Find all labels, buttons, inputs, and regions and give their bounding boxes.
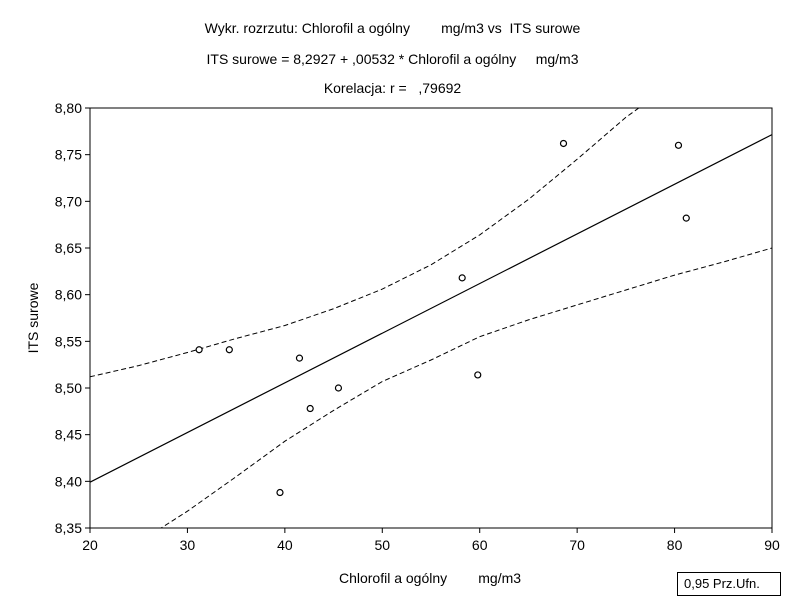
x-axis-label: Chlorofil a ogólny mg/m3 (339, 570, 521, 586)
x-tick-label: 80 (667, 537, 683, 553)
data-point (335, 385, 341, 391)
y-tick-label: 8,65 (55, 240, 82, 256)
data-point (561, 140, 567, 146)
data-point (277, 490, 283, 496)
data-point (475, 372, 481, 378)
regression-line (90, 135, 772, 483)
y-tick-label: 8,80 (55, 100, 82, 116)
y-tick-label: 8,55 (55, 333, 82, 349)
data-point (307, 406, 313, 412)
data-point (296, 355, 302, 361)
data-point (459, 275, 465, 281)
plot-lines (90, 103, 772, 530)
x-tick-label: 30 (180, 537, 196, 553)
data-point (683, 215, 689, 221)
ci-lower-band (158, 248, 772, 530)
y-tick-label: 8,75 (55, 147, 82, 163)
y-tick-label: 8,35 (55, 520, 82, 536)
x-tick-label: 20 (82, 537, 98, 553)
y-tick-label: 8,50 (55, 380, 82, 396)
data-point (196, 347, 202, 353)
y-tick-label: 8,70 (55, 193, 82, 209)
x-tick-label: 90 (764, 537, 780, 553)
confidence-interval-legend: 0,95 Prz.Ufn. (677, 572, 781, 596)
x-tick-label: 40 (277, 537, 293, 553)
x-tick-label: 70 (569, 537, 585, 553)
y-tick-label: 8,60 (55, 287, 82, 303)
y-tick-label: 8,40 (55, 473, 82, 489)
data-point (675, 142, 681, 148)
data-point (226, 347, 232, 353)
y-axis-label: ITS surowe (25, 282, 41, 353)
plot-frame (90, 108, 772, 528)
x-tick-label: 60 (472, 537, 488, 553)
y-tick-label: 8,45 (55, 427, 82, 443)
x-tick-label: 50 (374, 537, 390, 553)
